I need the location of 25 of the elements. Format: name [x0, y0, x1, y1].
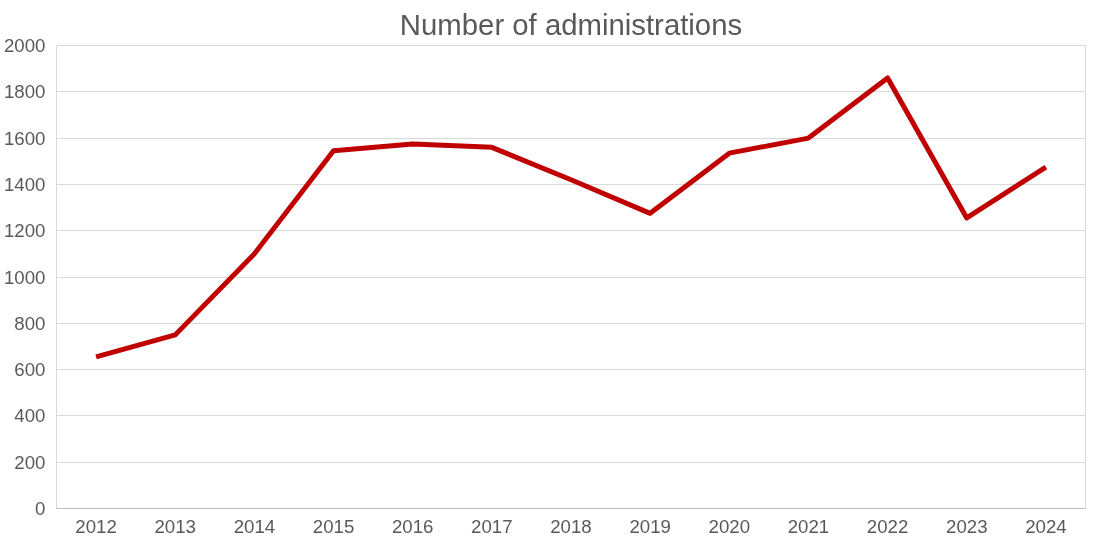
x-tick-label: 2017	[471, 515, 513, 537]
x-tick-label: 2013	[154, 515, 196, 537]
x-tick-label: 2021	[787, 515, 830, 537]
x-tick-label: 2019	[629, 515, 671, 537]
x-tick-label: 2023	[946, 515, 988, 537]
x-tick-label: 2020	[708, 515, 751, 537]
x-tick-label: 2012	[75, 515, 117, 537]
y-tick-label: 400	[14, 405, 46, 427]
y-tick-label: 2000	[4, 35, 46, 56]
y-tick-label: 800	[14, 312, 46, 334]
y-tick-label: 200	[14, 451, 46, 473]
y-tick-label: 1000	[4, 266, 46, 288]
x-tick-label: 2014	[233, 515, 276, 537]
x-tick-label: 2016	[391, 515, 434, 537]
y-tick-label: 1600	[4, 127, 46, 149]
y-tick-label: 1800	[4, 81, 46, 103]
y-tick-label: 1200	[4, 220, 46, 242]
x-tick-label: 2018	[550, 515, 592, 537]
x-tick-label: 2024	[1025, 515, 1067, 537]
y-tick-label: 600	[14, 359, 46, 381]
chart-title: Number of administrations	[399, 7, 743, 41]
y-tick-label: 1400	[4, 173, 46, 195]
x-tick-label: 2015	[312, 515, 355, 537]
y-tick-label: 0	[35, 498, 46, 519]
x-tick-label: 2022	[866, 515, 909, 537]
